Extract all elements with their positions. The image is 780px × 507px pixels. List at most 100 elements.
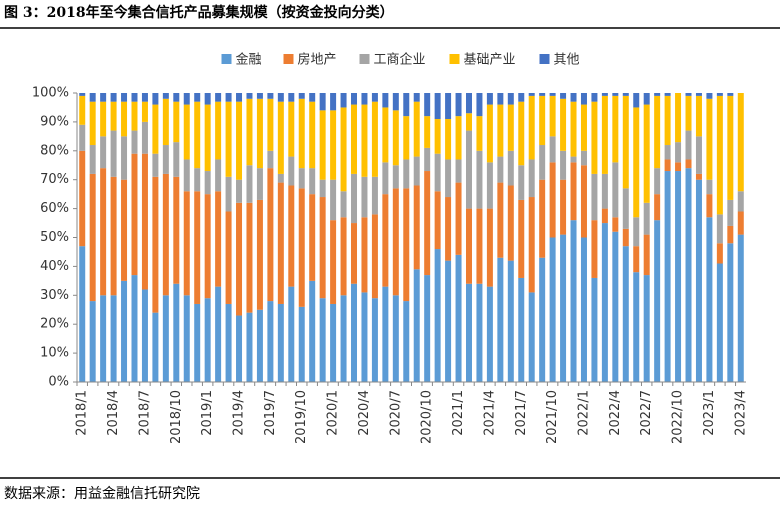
bar-segment [371,214,378,299]
bar-segment [246,98,253,166]
bar-segment [298,93,305,99]
bar-segment [236,179,243,203]
bar-segment [549,237,556,382]
bar-segment [612,162,619,218]
bar-segment [434,153,441,192]
bar-segment [162,98,169,146]
bar-segment [622,188,629,229]
bar-segment [309,168,316,195]
bar-segment [267,150,274,169]
bar-segment [225,176,232,212]
bar-segment [727,199,734,226]
bar-segment [716,214,723,244]
bar-segment [413,156,420,186]
bar-segment [706,98,713,180]
bar-segment [570,220,577,382]
bar-segment [246,312,253,382]
x-tick-label: 2020/1 [326,390,341,436]
bar-segment [403,301,410,382]
bar-segment [298,306,305,382]
bar-segment [549,95,556,137]
bar-segment [695,136,702,174]
bar-segment [392,295,399,382]
bar-segment [319,93,326,111]
bar-segment [141,101,148,122]
bar-segment [675,162,682,172]
bar-segment [256,199,263,310]
bar-segment [183,93,190,105]
bar-segment [173,176,180,284]
bar-segment [601,95,608,174]
bar-segment [518,93,525,102]
bar-segment [256,168,263,200]
bar-segment [236,101,243,180]
bar-segment [528,95,535,160]
x-tick-label: 2018/4 [106,390,121,436]
bar-segment [79,246,86,382]
bar-segment [121,179,128,281]
bar-segment [162,93,169,99]
bar-segment [277,101,284,174]
bar-segment [79,124,86,151]
x-tick-label: 2023/4 [733,390,748,436]
x-tick-label: 2018/10 [169,390,184,444]
bar-segment [277,173,284,183]
bar-segment [121,93,128,102]
bar-segment [601,173,608,209]
bar-segment [465,113,472,131]
bar-segment [664,171,671,382]
bar-segment [131,275,138,382]
bar-segment [215,191,222,287]
bar-segment [403,159,410,189]
bar-segment [539,179,546,258]
bar-segment [89,101,96,146]
bar-segment [518,277,525,382]
bar-segment [173,101,180,143]
bar-segment [654,220,661,382]
x-tick-label: 2020/4 [357,390,372,436]
bar-segment [183,295,190,382]
bar-segment [528,197,535,293]
bar-segment [706,179,713,195]
bar-segment [560,179,567,235]
bar-segment [351,223,358,284]
bar-segment [403,93,410,117]
bar-segment [675,142,682,163]
bar-segment [716,95,723,215]
bar-segment [539,95,546,146]
bar-segment [737,234,744,382]
bar-segment [727,243,734,382]
x-tick-label: 2022/7 [639,390,654,436]
x-tick-label: 2019/10 [294,390,309,444]
bar-segment [591,173,598,221]
bar-segment [424,93,431,117]
bar-segment [382,93,389,108]
bar-segment [685,130,692,160]
bar-segment [737,211,744,235]
bar-segment [330,303,337,382]
bar-segment [277,93,284,102]
bar-segment [340,107,347,192]
bar-segment [413,269,420,382]
y-tick-label: 100% [32,86,69,101]
y-tick-label: 70% [40,172,69,187]
source: 数据来源：用益金融信托研究院 [4,486,200,502]
bar-segment [361,217,368,293]
bar-segment [654,168,661,195]
bar-segment [267,301,274,382]
bar-segment [79,93,86,96]
bar-segment [591,277,598,382]
bar-segment [539,257,546,382]
bar-segment [486,286,493,382]
bar-segment [622,246,629,382]
x-tick-label: 2022/1 [576,390,591,436]
bar-segment [497,156,504,183]
bar-segment [570,101,577,157]
x-tick-label: 2020/10 [420,390,435,444]
bar-segment [664,159,671,172]
chart-title: 图 3：2018年至今集合信托产品募集规模（按资金投向分类） [4,4,394,21]
bar-segment [288,93,295,102]
bar-segment [236,202,243,316]
bar-segment [110,101,117,131]
bar-segment [100,136,107,169]
